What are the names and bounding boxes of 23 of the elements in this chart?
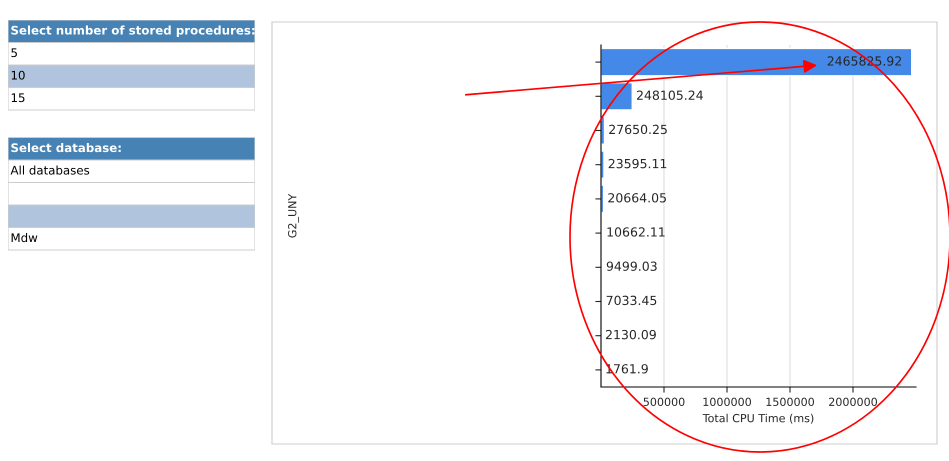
x-tick-label: 1500000 <box>766 398 814 406</box>
x-tick-label: 500000 <box>644 398 684 406</box>
text: All databases <box>10 166 90 175</box>
y-axis-title: G2_UNY <box>288 194 299 238</box>
data-label: 2130.09 <box>606 330 656 340</box>
text: Select number of stored procedures: <box>11 26 254 37</box>
data-label: 20664.05 <box>608 193 666 203</box>
x-axis-title: Total CPU Time (ms) <box>702 414 814 424</box>
x-tick-label: 2000000 <box>829 398 878 406</box>
data-label: 10662.11 <box>607 227 665 237</box>
data-label: 248105.24 <box>636 90 703 100</box>
text: Mdw <box>12 233 38 242</box>
x-tick-label: 1000000 <box>703 398 752 406</box>
data-label: 23595.11 <box>608 158 666 168</box>
text: Select database: <box>11 143 121 152</box>
data-label: 27650.25 <box>609 124 667 134</box>
text: 10 <box>12 70 25 80</box>
text: 5 <box>11 48 17 58</box>
data-label: 9499.03 <box>606 261 657 271</box>
text: 15 <box>12 93 24 102</box>
bar <box>601 184 604 214</box>
bar <box>601 48 912 76</box>
data-label: 7033.45 <box>606 296 656 306</box>
